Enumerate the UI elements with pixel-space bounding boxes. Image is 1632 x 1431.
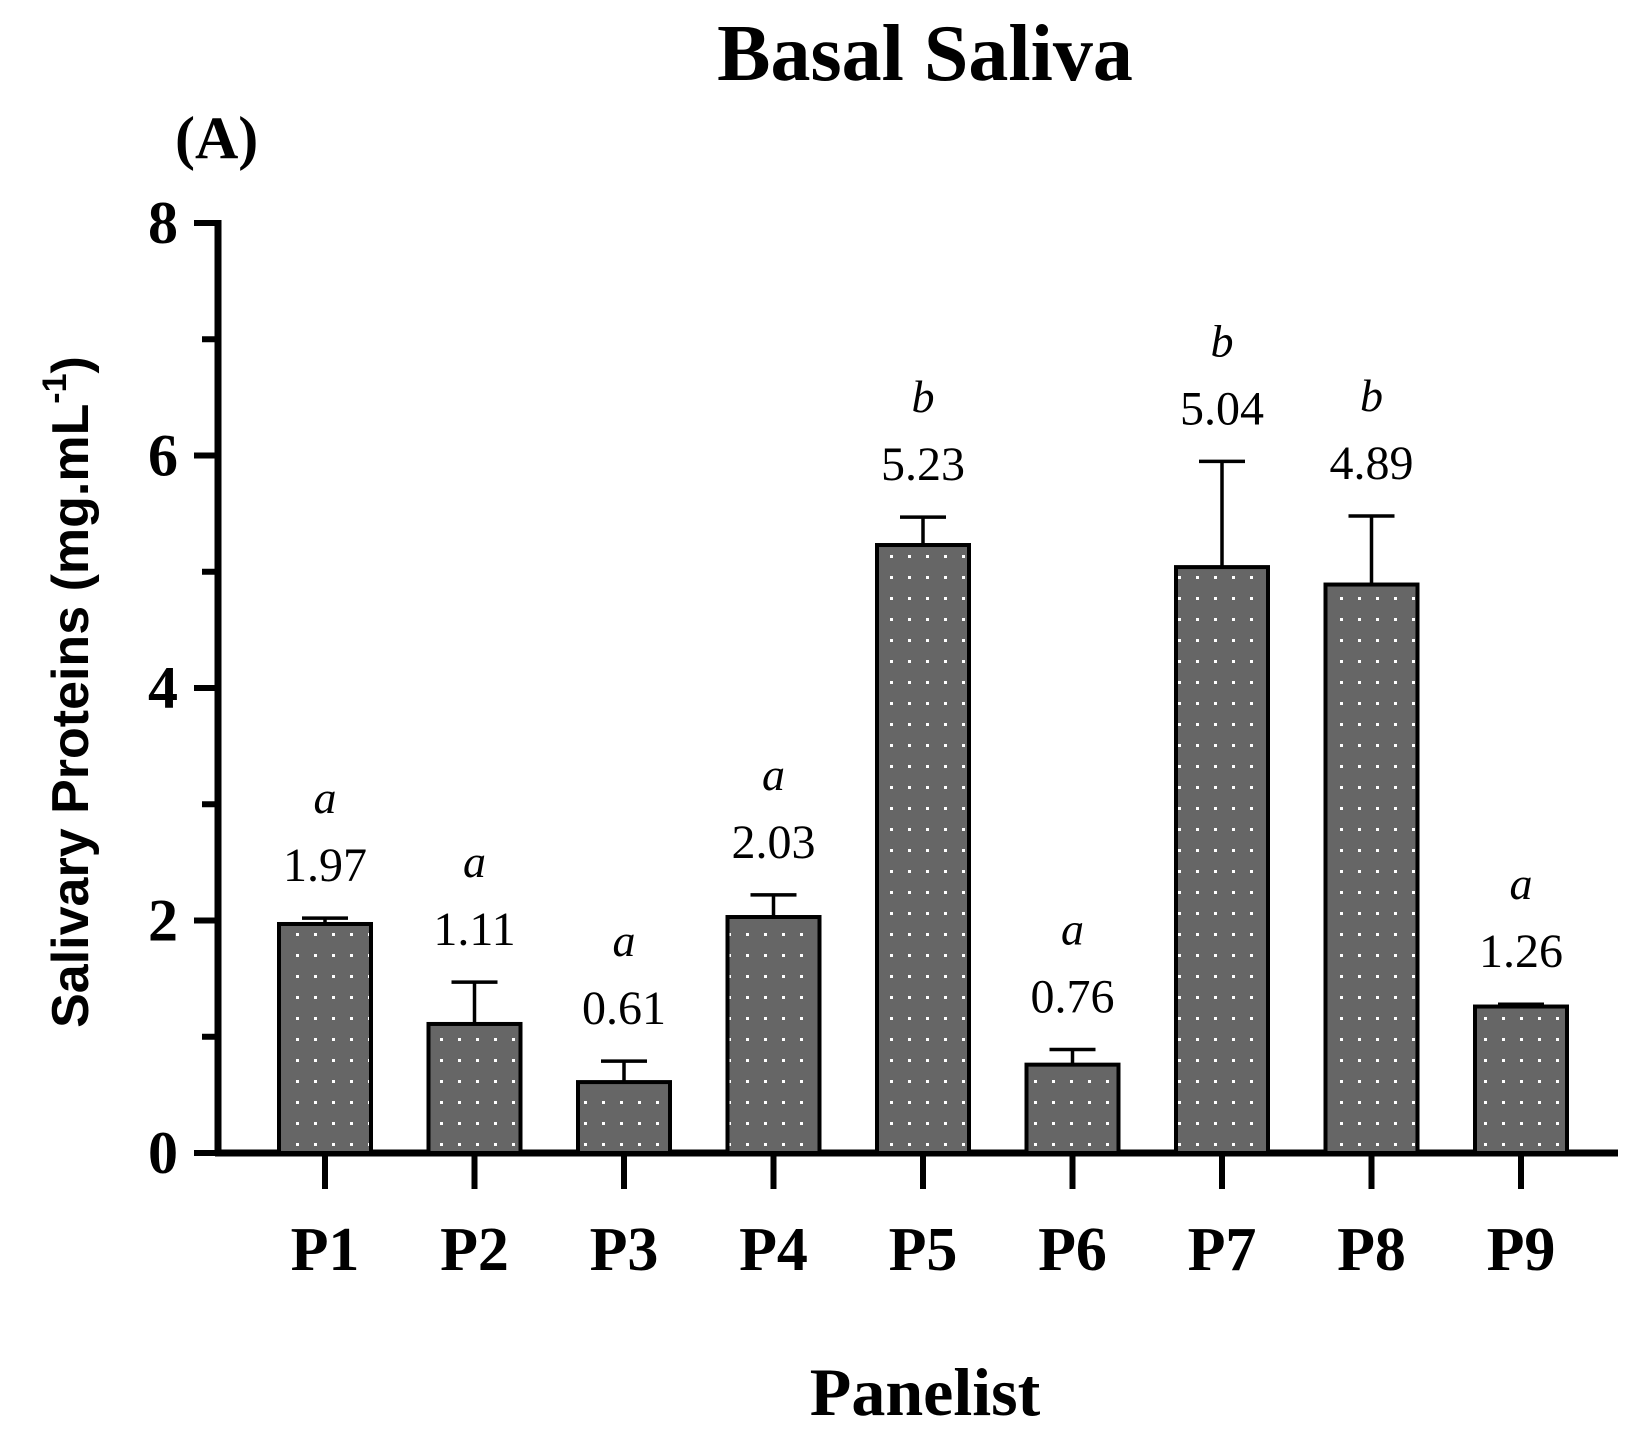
y-tick-label: 8 xyxy=(148,190,178,256)
x-tick-label: P8 xyxy=(1337,1216,1406,1284)
plot-area: 0 2 4 6 8 P1 1.97 a P2 1.11 a P3 0.61 a P4 2.03 a P5 5.23 b… xyxy=(148,190,1618,1284)
y-axis-label-superscript: -1 xyxy=(36,373,74,403)
chart-title: Basal Saliva xyxy=(717,10,1133,98)
bar-p8 xyxy=(1323,582,1420,1155)
x-tick-label: P4 xyxy=(739,1216,808,1284)
significance-letter: a xyxy=(1061,904,1084,955)
x-tick-label: P2 xyxy=(440,1216,509,1284)
y-tick-label: 4 xyxy=(148,655,178,721)
data-label: 4.89 xyxy=(1330,437,1414,490)
x-tick-label: P5 xyxy=(889,1216,958,1284)
data-label: 0.61 xyxy=(582,982,666,1035)
significance-letter: b xyxy=(912,371,935,422)
x-axis-label: Panelist xyxy=(810,1354,1041,1430)
significance-letter: b xyxy=(1360,370,1383,421)
y-tick-label: 6 xyxy=(148,423,178,489)
bar-p9 xyxy=(1473,1004,1569,1156)
y-tick-label: 0 xyxy=(148,1120,178,1186)
bar-p3 xyxy=(576,1080,672,1156)
x-tick-label: P7 xyxy=(1188,1216,1257,1284)
significance-letter: b xyxy=(1211,315,1234,366)
y-axis-label-text: Salivary Proteins (mg.mL xyxy=(42,404,100,1028)
data-label: 2.03 xyxy=(732,816,816,869)
significance-letter: a xyxy=(1510,858,1533,909)
data-label: 5.04 xyxy=(1180,382,1264,435)
data-label: 1.97 xyxy=(283,839,367,892)
bar-p1 xyxy=(277,921,373,1155)
bar-p6 xyxy=(1024,1062,1121,1156)
y-tick-label: 2 xyxy=(148,888,178,954)
svg-text:Salivary Proteins (mg.mL-1): Salivary Proteins (mg.mL-1) xyxy=(36,356,100,1028)
x-tick-label: P6 xyxy=(1038,1216,1107,1284)
significance-letter: a xyxy=(314,772,337,823)
bar-p4 xyxy=(725,915,822,1156)
significance-letter: a xyxy=(762,749,785,800)
bar-p5 xyxy=(875,543,971,1155)
data-label: 1.26 xyxy=(1479,925,1563,978)
data-label: 1.11 xyxy=(433,903,515,956)
data-label: 5.23 xyxy=(881,438,965,491)
panel-label: (A) xyxy=(175,105,258,171)
x-tick-label: P9 xyxy=(1487,1216,1556,1284)
y-axis-label: Salivary Proteins (mg.mL-1) xyxy=(36,356,100,1028)
x-tick-label: P3 xyxy=(590,1216,659,1284)
bar-p7 xyxy=(1174,565,1270,1155)
significance-letter: a xyxy=(613,915,636,966)
x-tick-label: P1 xyxy=(291,1216,360,1284)
bar-p2 xyxy=(426,1021,523,1156)
significance-letter: a xyxy=(463,836,486,887)
y-axis-label-close: ) xyxy=(42,356,100,373)
data-label: 0.76 xyxy=(1031,971,1115,1024)
